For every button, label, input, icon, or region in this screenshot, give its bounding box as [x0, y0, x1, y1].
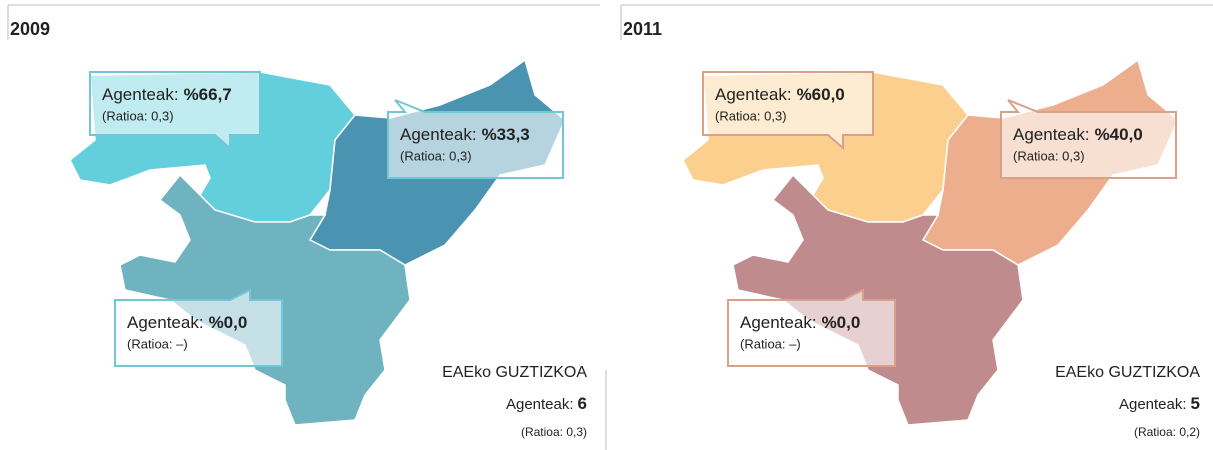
callout-label: Agenteak: — [715, 85, 792, 104]
callout-value: %0,0 — [209, 313, 248, 332]
total-ratio: (Ratioa: 0,2) — [1134, 425, 1200, 439]
callout-label: Agenteak: — [740, 313, 817, 332]
total-value: 6 — [578, 394, 587, 413]
callout-box — [702, 71, 874, 151]
callout-box — [89, 71, 261, 151]
callout-text: Agenteak: %33,3 — [400, 125, 530, 144]
total-text: Agenteak: 5 — [1119, 394, 1200, 413]
callout-text: Agenteak: %0,0 — [127, 313, 247, 332]
panel: 2009 Agenteak: %66,7 (Ratioa: 0,3) Agenteak:… — [7, 4, 607, 450]
callout-label: Agenteak: — [102, 85, 179, 104]
callout-value: %66,7 — [184, 85, 232, 104]
callout-label: Agenteak: — [400, 125, 477, 144]
callout-box — [1000, 99, 1177, 179]
callout-ratio: (Ratioa: –) — [127, 336, 188, 351]
callout-ratio: (Ratioa: 0,3) — [400, 148, 472, 163]
callout-text: Agenteak: %0,0 — [740, 313, 860, 332]
total-value: 5 — [1191, 394, 1200, 413]
callout-ratio: (Ratioa: 0,3) — [102, 108, 174, 123]
total-title: EAEko GUZTIZKOA — [1055, 364, 1200, 381]
year-label: 2011 — [623, 19, 662, 39]
callout-box — [114, 288, 283, 367]
total-label: Agenteak: — [506, 396, 574, 413]
total-label: Agenteak: — [1119, 396, 1187, 413]
callout-label: Agenteak: — [1013, 125, 1090, 144]
total-ratio: (Ratioa: 0,3) — [521, 425, 587, 439]
callout-value: %0,0 — [822, 313, 861, 332]
callout-box — [387, 99, 564, 179]
year-label: 2009 — [10, 19, 50, 39]
callout-text: Agenteak: %40,0 — [1013, 125, 1143, 144]
callout-value: %60,0 — [797, 85, 845, 104]
total-title: EAEko GUZTIZKOA — [442, 364, 587, 381]
callout-ratio: (Ratioa: –) — [740, 336, 801, 351]
callout-ratio: (Ratioa: 0,3) — [1013, 148, 1085, 163]
callout-text: Agenteak: %66,7 — [102, 85, 232, 104]
callout-label: Agenteak: — [127, 313, 204, 332]
callout-text: Agenteak: %60,0 — [715, 85, 845, 104]
callout-ratio: (Ratioa: 0,3) — [715, 108, 787, 123]
panel: 2011 Agenteak: %60,0 (Ratioa: 0,3) Agenteak:… — [620, 4, 1213, 439]
callout-box — [727, 288, 896, 367]
callout-value: %40,0 — [1095, 125, 1143, 144]
total-text: Agenteak: 6 — [506, 394, 587, 413]
callout-value: %33,3 — [482, 125, 530, 144]
